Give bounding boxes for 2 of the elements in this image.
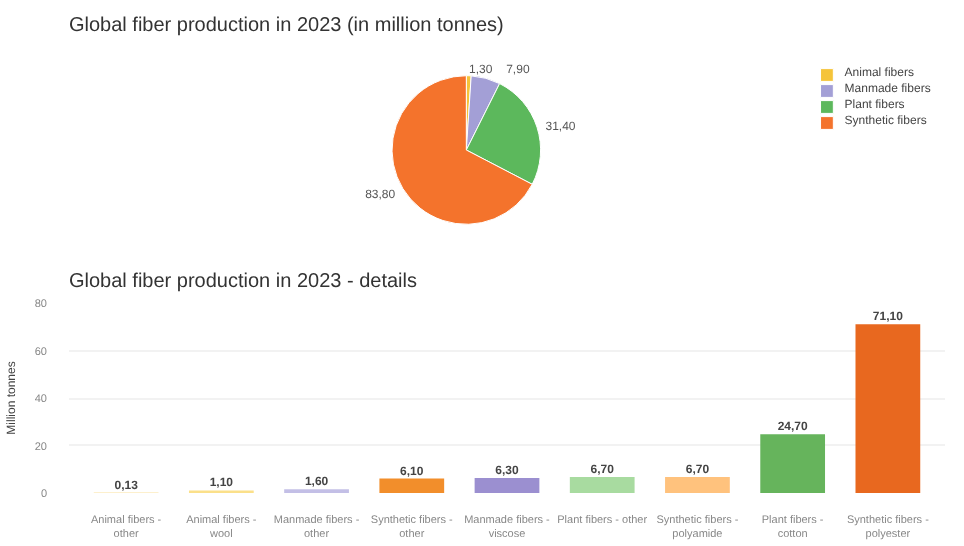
chart-title: Global fiber production in 2023 - details [69, 271, 417, 293]
chart-title: Global fiber production in 2023 (in million tonnes) [69, 15, 504, 37]
